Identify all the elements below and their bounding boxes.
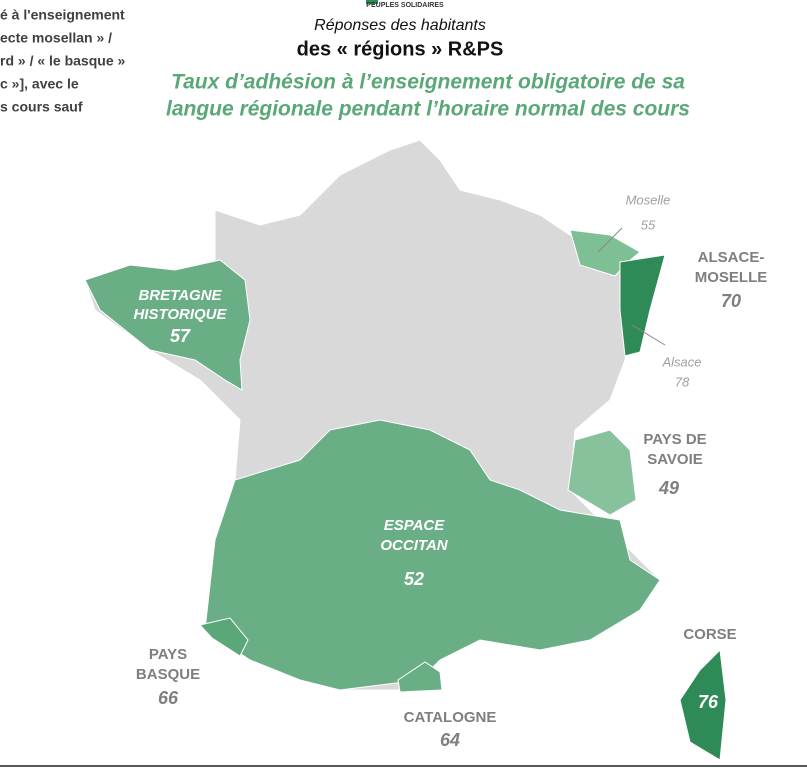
region-name: Alsace (661, 354, 701, 369)
map (84, 139, 727, 761)
title: des « régions » R&PS (297, 38, 504, 60)
region-name: ALSACE- (698, 249, 765, 266)
region-catalogne (397, 661, 443, 693)
region-name: PAYS (149, 646, 187, 663)
side-text: c »], avec le (0, 76, 79, 92)
heading: Taux d’adhésion à l’enseignement obligat… (171, 71, 685, 94)
region-value: 57 (170, 326, 191, 346)
region-name: HISTORIQUE (133, 306, 227, 323)
region-pays-basque (199, 617, 249, 657)
side-text: rd » / « le basque » (0, 53, 125, 69)
region-value: 78 (675, 374, 690, 389)
logo-text: PEUPLES SOLIDAIRES (366, 2, 444, 9)
region-value: 70 (721, 291, 741, 311)
region-occitan (204, 419, 661, 691)
region-value: 76 (698, 692, 719, 712)
side-text: ecte mosellan » / (0, 30, 112, 46)
region-name: BASQUE (136, 666, 200, 683)
region-name: PAYS DE (643, 431, 706, 448)
region-name: BRETAGNE (138, 287, 222, 304)
region-name: OCCITAN (380, 537, 448, 554)
region-value: 55 (641, 217, 656, 232)
region-value: 49 (658, 478, 679, 498)
region-value: 64 (440, 730, 460, 750)
region-name: ESPACE (384, 517, 446, 534)
leader-line (597, 227, 623, 253)
logo-mark (366, 0, 378, 4)
heading: langue régionale pendant l’horaire norma… (166, 98, 690, 121)
region-name: SAVOIE (647, 451, 703, 468)
region-name: Moselle (626, 192, 671, 207)
region-corse (679, 648, 727, 761)
region-bretagne (84, 259, 251, 391)
subtitle: Réponses des habitants (314, 17, 486, 34)
region-savoie (567, 429, 637, 516)
region-value: 66 (158, 688, 179, 708)
region-value: 52 (404, 569, 424, 589)
region-alsace (619, 254, 666, 357)
side-text: s cours sauf (0, 99, 83, 115)
leader-line (631, 324, 666, 346)
region-name: CORSE (683, 626, 736, 643)
side-text: é à l'enseignement (0, 7, 125, 23)
region-name: CATALOGNE (404, 709, 497, 726)
region-name: MOSELLE (695, 269, 768, 286)
